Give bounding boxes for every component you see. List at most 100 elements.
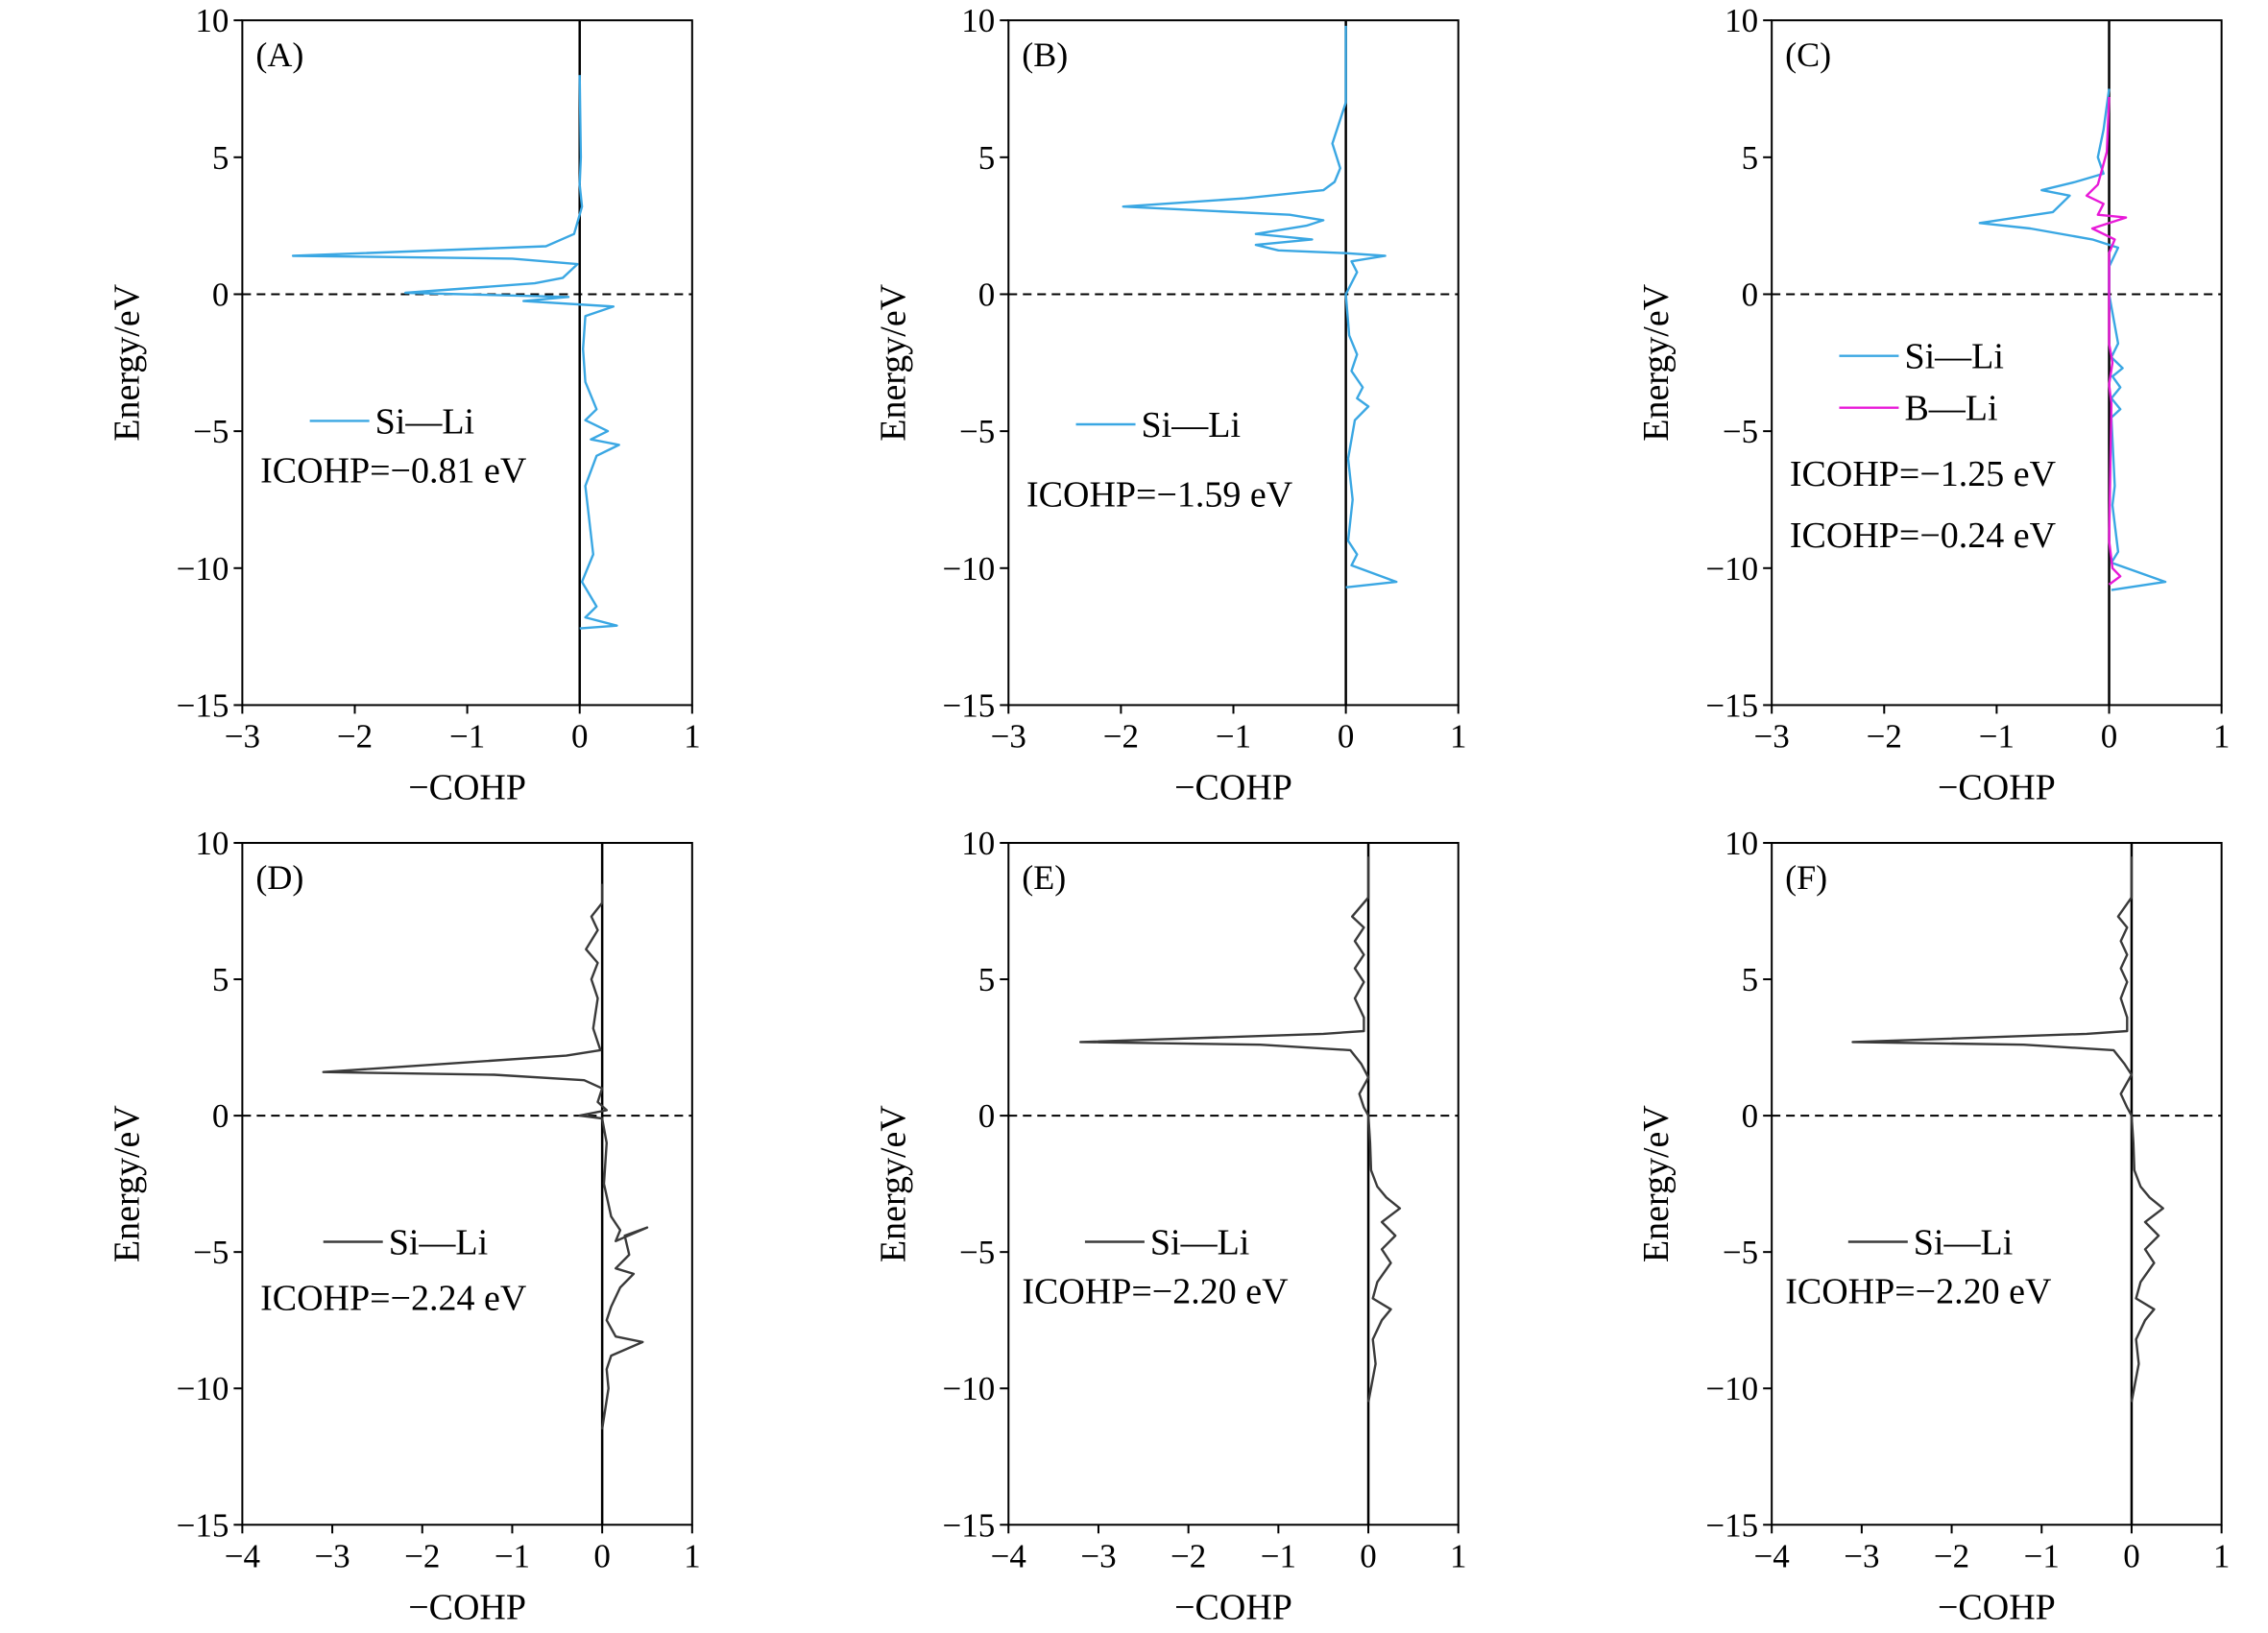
x-tick-label: −2 (337, 717, 373, 755)
x-tick-label: −3 (991, 717, 1026, 755)
icohp-annotation: ICOHP=−0.24 eV (1790, 516, 2057, 556)
y-tick-label: 5 (212, 139, 229, 177)
panel-tag: (B) (1022, 36, 1068, 74)
y-tick-label: −5 (959, 1234, 995, 1271)
y-tick-label: −15 (943, 1506, 996, 1544)
panel-tag: (F) (1785, 858, 1827, 897)
y-tick-label: −10 (1705, 550, 1758, 588)
x-tick-label: −1 (449, 717, 485, 755)
icohp-annotation: ICOHP=−1.59 eV (1026, 475, 1293, 516)
panel-tag: (C) (1785, 36, 1831, 74)
x-tick-label: 1 (2213, 1537, 2231, 1574)
y-tick-label: 5 (978, 139, 996, 177)
x-tick-label: 0 (2123, 1537, 2140, 1574)
x-tick-label: −4 (991, 1537, 1026, 1574)
icohp-annotation: ICOHP=−2.24 eV (260, 1279, 527, 1319)
x-tick-label: −3 (1080, 1537, 1116, 1574)
x-axis-label: −COHP (1174, 1587, 1292, 1627)
y-tick-label: 10 (195, 825, 229, 862)
series-line (1079, 856, 1402, 1403)
x-tick-label: −2 (404, 1537, 440, 1574)
y-tick-label: −10 (943, 1370, 996, 1407)
x-tick-label: −1 (1216, 717, 1251, 755)
legend-label: Si—Li (389, 1223, 488, 1263)
y-tick-label: 10 (961, 2, 995, 39)
x-tick-label: −2 (1934, 1537, 1969, 1574)
y-axis-label: Energy/eV (107, 283, 147, 441)
plot-frame (241, 842, 693, 1526)
x-axis-label: −COHP (1174, 767, 1292, 807)
y-tick-label: −15 (1705, 1506, 1758, 1544)
y-tick-label: 0 (212, 1097, 229, 1135)
x-tick-label: 0 (1338, 717, 1355, 755)
y-tick-label: −5 (1723, 413, 1758, 450)
y-tick-label: 0 (1742, 276, 1759, 313)
y-tick-label: 10 (195, 2, 229, 39)
x-tick-label: −2 (1103, 717, 1139, 755)
x-tick-label: −2 (1867, 717, 1902, 755)
icohp-annotation: ICOHP=−1.25 eV (1790, 454, 2057, 494)
y-tick-label: −15 (1705, 686, 1758, 724)
y-tick-label: 0 (978, 1097, 996, 1135)
y-axis-label: Energy/eV (1636, 1105, 1677, 1262)
y-tick-label: −15 (177, 686, 229, 724)
y-tick-label: −10 (177, 1370, 229, 1407)
series-line (1122, 25, 1398, 588)
x-tick-label: −3 (1754, 717, 1790, 755)
x-tick-label: 0 (2101, 717, 2118, 755)
y-tick-label: −15 (177, 1506, 229, 1544)
x-tick-label: −1 (495, 1537, 530, 1574)
plot-frame (1007, 842, 1460, 1526)
legend-label: Si—Li (375, 401, 474, 442)
x-tick-label: −2 (1170, 1537, 1206, 1574)
y-axis-label: Energy/eV (873, 283, 913, 441)
y-tick-label: 5 (1742, 139, 1759, 177)
plot-frame (1771, 842, 2223, 1526)
y-axis-label: Energy/eV (873, 1105, 913, 1262)
x-tick-label: −4 (1754, 1537, 1790, 1574)
y-tick-label: −10 (1705, 1370, 1758, 1407)
x-tick-label: −3 (1844, 1537, 1879, 1574)
series-line (322, 883, 649, 1429)
x-tick-label: 0 (1360, 1537, 1377, 1574)
y-tick-label: 10 (961, 825, 995, 862)
y-tick-label: 0 (978, 276, 996, 313)
x-tick-label: 1 (2213, 717, 2231, 755)
x-tick-label: 0 (593, 1537, 611, 1574)
icohp-annotation: ICOHP=−0.81 eV (260, 451, 527, 492)
x-tick-label: 1 (684, 717, 701, 755)
icohp-annotation: ICOHP=−2.20 eV (1785, 1271, 2052, 1311)
y-tick-label: 5 (1742, 961, 1759, 998)
y-axis-label: Energy/eV (1636, 283, 1677, 441)
x-tick-label: −1 (1261, 1537, 1296, 1574)
legend-label: Si—Li (1914, 1223, 2013, 1263)
x-tick-label: −4 (225, 1537, 260, 1574)
y-tick-label: −5 (193, 1234, 229, 1271)
y-tick-label: −15 (943, 686, 996, 724)
y-tick-label: −10 (943, 550, 996, 588)
y-tick-label: 0 (212, 276, 229, 313)
x-tick-label: 1 (1450, 1537, 1467, 1574)
icohp-annotation: ICOHP=−2.20 eV (1022, 1271, 1289, 1311)
x-axis-label: −COHP (408, 767, 526, 807)
x-axis-label: −COHP (1938, 1587, 2056, 1627)
x-tick-label: −3 (314, 1537, 350, 1574)
series-line (2085, 96, 2128, 586)
panel-tag: (E) (1022, 858, 1066, 897)
y-tick-label: 10 (1725, 825, 1758, 862)
legend-label: Si—Li (1904, 337, 2003, 377)
panel-tag: (A) (255, 36, 303, 74)
y-tick-label: 10 (1725, 2, 1758, 39)
plot-frame (241, 19, 693, 707)
x-tick-label: 0 (571, 717, 589, 755)
y-tick-label: −5 (193, 413, 229, 450)
x-tick-label: −1 (2024, 1537, 2060, 1574)
series-line (291, 75, 620, 630)
y-tick-label: −10 (177, 550, 229, 588)
series-line (1851, 856, 2164, 1403)
y-tick-label: −5 (1723, 1234, 1758, 1271)
y-tick-label: 5 (212, 961, 229, 998)
